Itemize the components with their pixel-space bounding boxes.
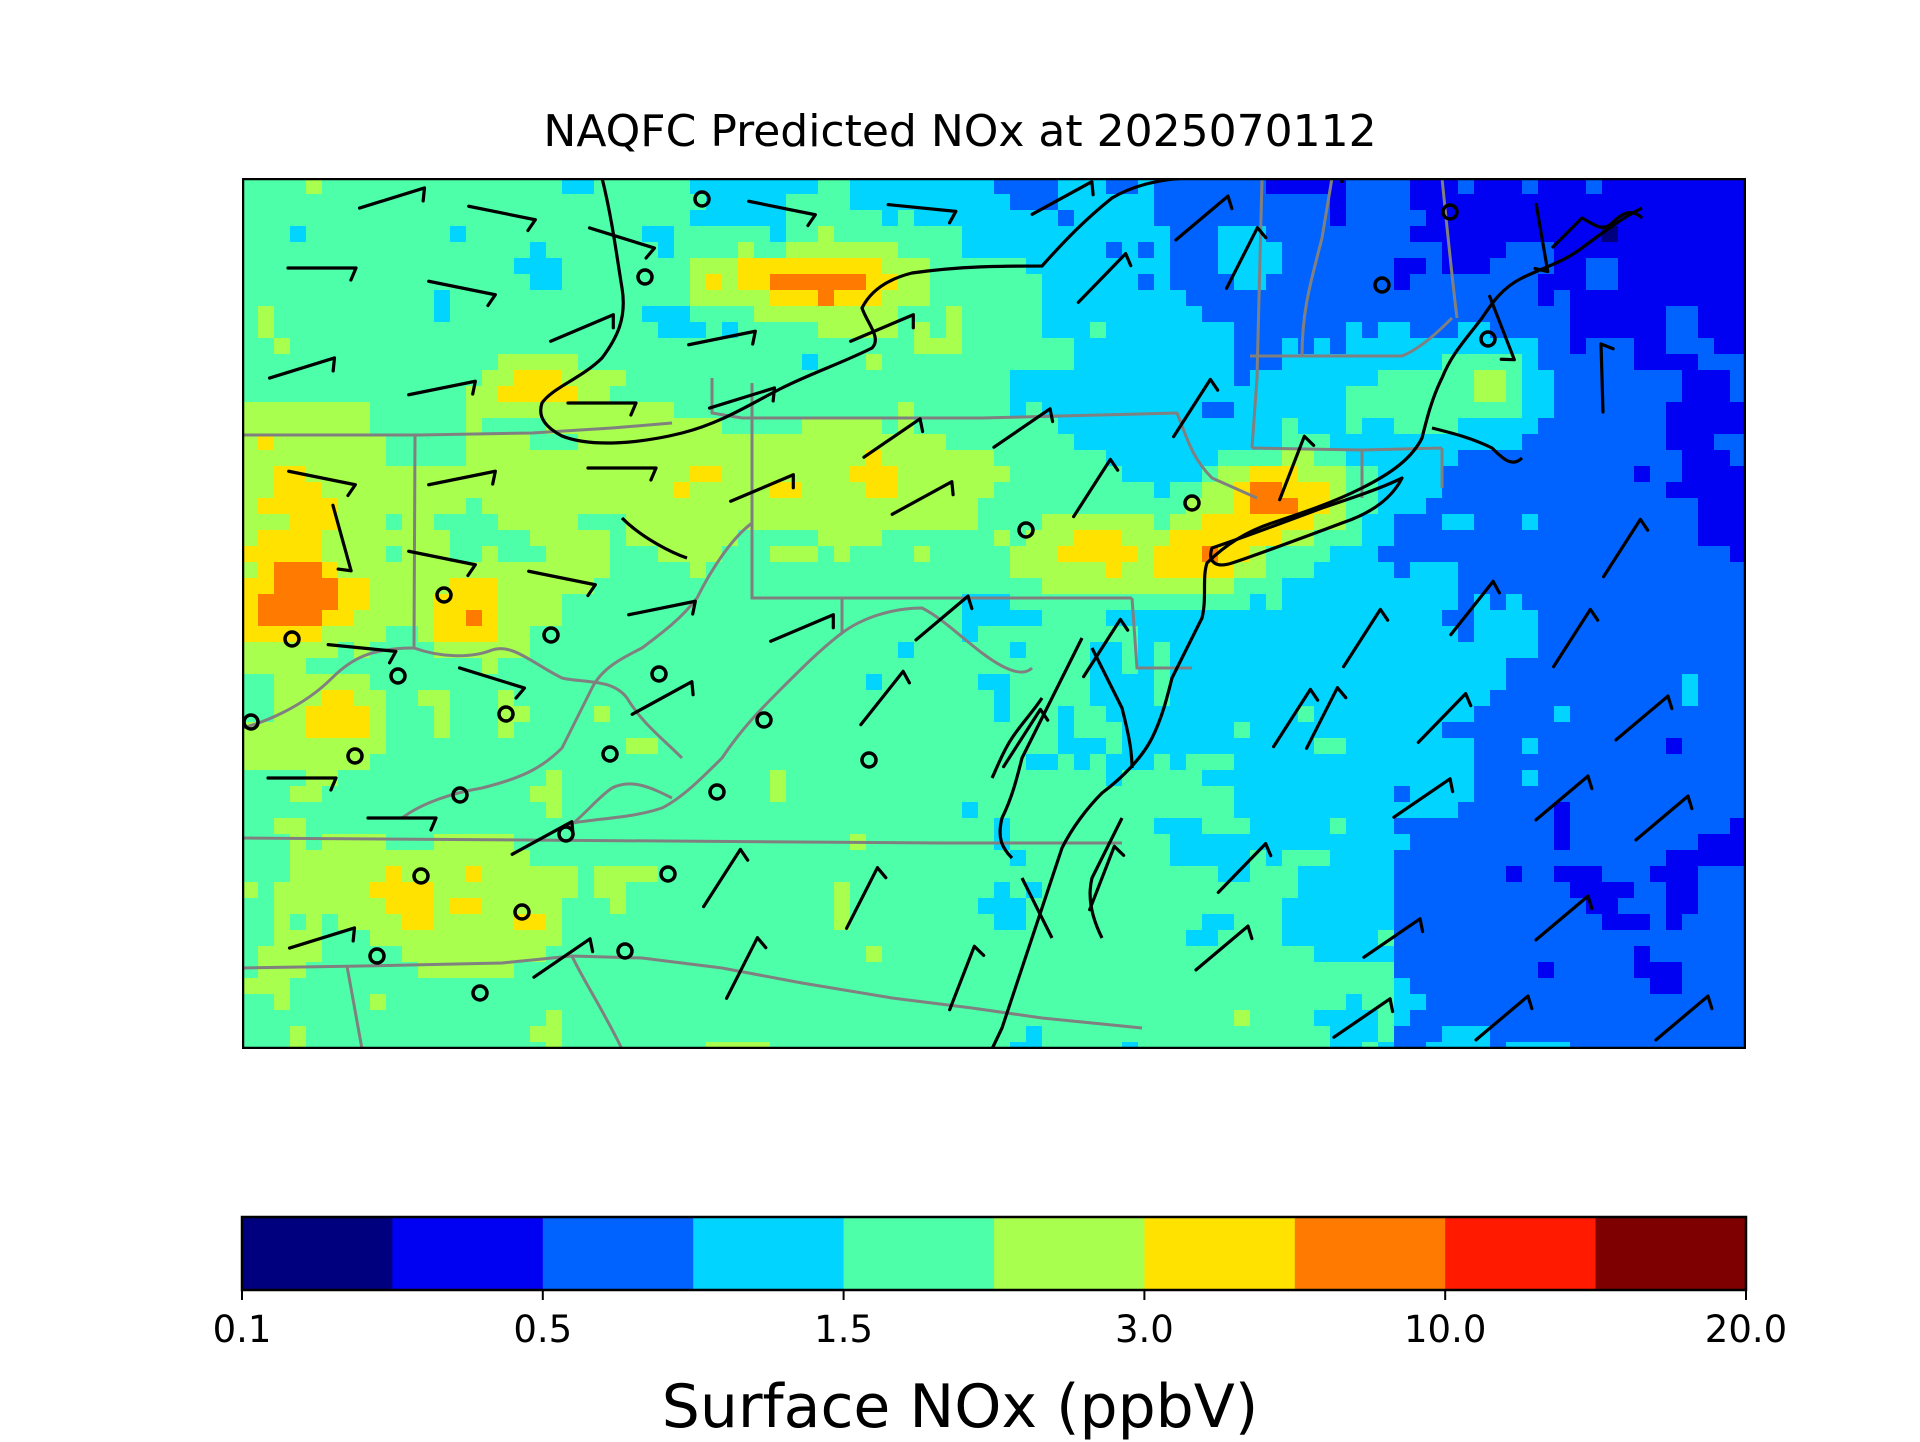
colorbar-bin: [392, 1217, 543, 1290]
colorbar-tick-label: 1.5: [814, 1308, 873, 1351]
colorbar-bin: [1596, 1217, 1747, 1290]
colorbar-bin: [1295, 1217, 1446, 1290]
colorbar-tick-label: 0.1: [213, 1308, 272, 1351]
colorbar-bin: [1144, 1217, 1295, 1290]
colorbar-bin: [844, 1217, 995, 1290]
colorbar-bin: [693, 1217, 844, 1290]
colorbar-bin: [1445, 1217, 1596, 1290]
colorbar-label: Surface NOx (ppbV): [0, 1372, 1920, 1442]
colorbar-bin: [242, 1217, 393, 1290]
colorbar-tick-label: 10.0: [1404, 1308, 1486, 1351]
colorbar-tick-label: 20.0: [1705, 1308, 1787, 1351]
colorbar-bin: [543, 1217, 694, 1290]
colorbar-tick-label: 0.5: [513, 1308, 572, 1351]
colorbar-tick-label: 3.0: [1115, 1308, 1174, 1351]
colorbar-bin: [994, 1217, 1145, 1290]
